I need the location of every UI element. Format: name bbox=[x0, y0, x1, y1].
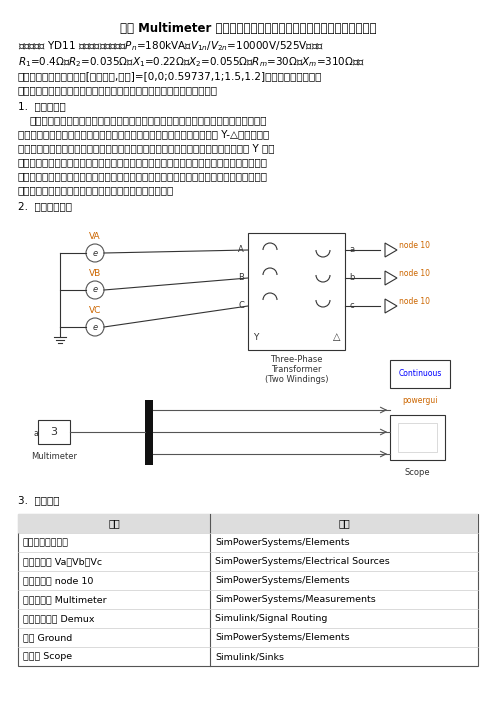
Text: 中性点模块 node 10: 中性点模块 node 10 bbox=[23, 576, 93, 585]
Text: 中将含有较大的三次谐波和一系列高次谐波。但是，因为三相变压器采用 Y-△连接，一次: 中将含有较大的三次谐波和一系列高次谐波。但是，因为三相变压器采用 Y-△连接，一… bbox=[18, 129, 269, 139]
Text: SimPowerSystems/Elements: SimPowerSystems/Elements bbox=[215, 576, 350, 585]
Text: Multimeter: Multimeter bbox=[31, 452, 77, 461]
Text: Y: Y bbox=[253, 333, 259, 341]
Text: 侧相电压、主磁通、空载电流波形。改变变压器的接线方式，分析结果。: 侧相电压、主磁通、空载电流波形。改变变压器的接线方式，分析结果。 bbox=[18, 85, 218, 95]
Text: 要求：一台 YD11 连接的三相变压器，$P_n$=180kVA，$V_{1n}$/$V_{2n}$=10000V/525V，已知: 要求：一台 YD11 连接的三相变压器，$P_n$=180kVA，$V_{1n}… bbox=[18, 39, 324, 53]
Text: Continuous: Continuous bbox=[398, 369, 441, 378]
Text: (Two Windings): (Two Windings) bbox=[265, 375, 328, 384]
Text: c: c bbox=[349, 301, 354, 310]
Text: 2.  仿真电路搭建: 2. 仿真电路搭建 bbox=[18, 201, 72, 211]
Text: powergui: powergui bbox=[402, 396, 438, 405]
Text: SimPowerSystems/Elements: SimPowerSystems/Elements bbox=[215, 633, 350, 642]
Text: VC: VC bbox=[89, 306, 101, 315]
Text: 三相双绕组变压器: 三相双绕组变压器 bbox=[23, 538, 69, 547]
Text: $R_1$=0.4Ω，$R_2$=0.035Ω，$X_1$=0.22Ω，$X_2$=0.055Ω，$R_m$=30Ω，$X_m$=310Ω，铁: $R_1$=0.4Ω，$R_2$=0.035Ω，$X_1$=0.22Ω，$X_2… bbox=[18, 55, 365, 69]
Bar bbox=[390, 415, 445, 460]
Text: 因此空载电流、主磁通及其感应的电动势均接近于正弦。: 因此空载电流、主磁通及其感应的电动势均接近于正弦。 bbox=[18, 185, 174, 195]
Text: SimPowerSystems/Elements: SimPowerSystems/Elements bbox=[215, 538, 350, 547]
Text: node 10: node 10 bbox=[399, 268, 430, 277]
Text: VA: VA bbox=[89, 232, 101, 241]
Text: 流近似正弦波。由一次侧空载电流产生的主磁通波形为平顶波，其中含有的三次谐波磁通分: 流近似正弦波。由一次侧空载电流产生的主磁通波形为平顶波，其中含有的三次谐波磁通分 bbox=[18, 157, 268, 167]
Text: e: e bbox=[92, 249, 98, 258]
Text: Transformer: Transformer bbox=[271, 365, 322, 374]
Text: 路径: 路径 bbox=[338, 519, 350, 529]
Text: e: e bbox=[92, 286, 98, 295]
Text: 交流电压源 Va、Vb、Vc: 交流电压源 Va、Vb、Vc bbox=[23, 557, 102, 566]
Text: a: a bbox=[349, 246, 354, 255]
Bar bbox=[18, 514, 478, 666]
Text: 外形表模块 Multimeter: 外形表模块 Multimeter bbox=[23, 595, 107, 604]
Text: 空载时，由于变压器铁芯饱和，因此当相电压和主磁通是正弦时空载电流为尖顶波，其: 空载时，由于变压器铁芯饱和，因此当相电压和主磁通是正弦时空载电流为尖顶波，其 bbox=[30, 115, 267, 125]
Text: 信号分离模块 Demux: 信号分离模块 Demux bbox=[23, 614, 95, 623]
Text: 3: 3 bbox=[51, 427, 58, 437]
Text: SimPowerSystems/Electrical Sources: SimPowerSystems/Electrical Sources bbox=[215, 557, 390, 566]
Text: 侧空载电流中三次谐波无法通过，又因为五次以上的谐波电流很小可忽略不计，所以 Y 侧电: 侧空载电流中三次谐波无法通过，又因为五次以上的谐波电流很小可忽略不计，所以 Y … bbox=[18, 143, 274, 153]
Text: 芯饱和特性曲线的拐点为[磁化电流,磁通]=[0,0;0.59737,1;1.5,1.2]，分析电压器的一次: 芯饱和特性曲线的拐点为[磁化电流,磁通]=[0,0;0.59737,1;1.5,… bbox=[18, 71, 322, 81]
Bar bbox=[398, 423, 437, 452]
Text: 接地 Ground: 接地 Ground bbox=[23, 633, 72, 642]
Text: node 10: node 10 bbox=[399, 241, 430, 249]
Text: 示波器 Scope: 示波器 Scope bbox=[23, 652, 72, 661]
Text: C: C bbox=[238, 301, 244, 310]
Text: e: e bbox=[92, 322, 98, 331]
Text: △: △ bbox=[333, 332, 341, 342]
Text: 元件: 元件 bbox=[108, 519, 120, 529]
Text: 3.  元件提取: 3. 元件提取 bbox=[18, 495, 60, 505]
Text: b: b bbox=[349, 274, 354, 282]
Text: A: A bbox=[238, 246, 244, 255]
Text: B: B bbox=[238, 274, 244, 282]
Text: SimPowerSystems/Measurements: SimPowerSystems/Measurements bbox=[215, 595, 376, 604]
Text: Three-Phase: Three-Phase bbox=[270, 355, 323, 364]
Text: VB: VB bbox=[89, 269, 101, 278]
Text: 1.  理论分析。: 1. 理论分析。 bbox=[18, 101, 66, 111]
Bar bbox=[145, 400, 153, 465]
Bar bbox=[38, 420, 70, 444]
Text: 量在二次绕组的闭合三角形中产生三次谐波环流，此环流将削弱主磁通中的三次谐波分量，: 量在二次绕组的闭合三角形中产生三次谐波环流，此环流将削弱主磁通中的三次谐波分量， bbox=[18, 171, 268, 181]
Text: node 10: node 10 bbox=[399, 296, 430, 305]
Text: Simulink/Signal Routing: Simulink/Signal Routing bbox=[215, 614, 327, 623]
Text: a: a bbox=[33, 430, 38, 439]
Bar bbox=[18, 514, 478, 533]
Text: Simulink/Sinks: Simulink/Sinks bbox=[215, 652, 284, 661]
Bar bbox=[248, 233, 345, 350]
Text: Scope: Scope bbox=[405, 468, 431, 477]
Text: 运用 Multimeter 分析电压器的一次侧相电压、主磁通、空载电流波形: 运用 Multimeter 分析电压器的一次侧相电压、主磁通、空载电流波形 bbox=[120, 22, 376, 34]
